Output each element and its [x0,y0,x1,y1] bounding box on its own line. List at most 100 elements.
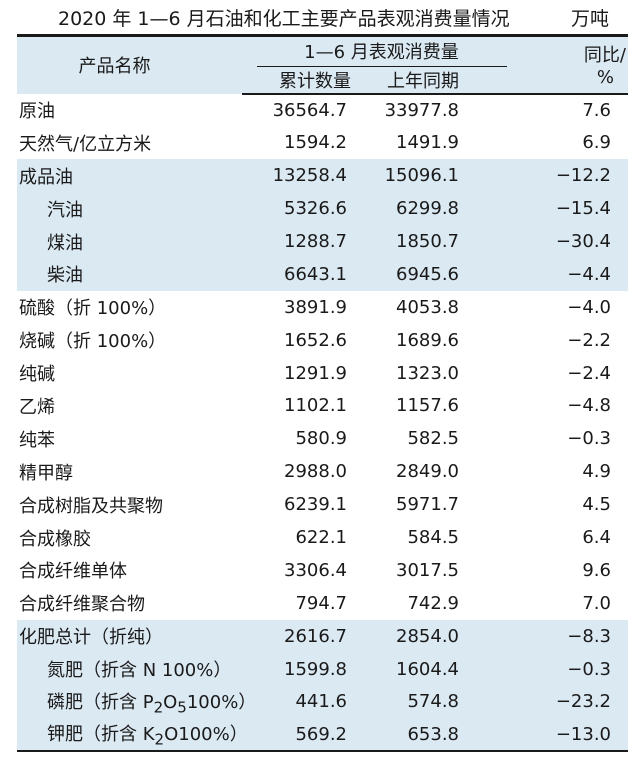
row-cumulative: 1288.7 [242,225,363,258]
row-yoy: −23.2 [521,685,628,719]
row-yoy: −13.0 [521,718,628,753]
row-last-year: 2849.0 [396,461,459,483]
header-product-name: 产品名称 [17,34,242,94]
row-last-year: 582.5 [407,428,459,450]
row-last-year: 1323.0 [396,362,459,384]
table-row: 天然气/亿立方米 1594.2 1491.9 6.9 [17,126,628,159]
row-name: 乙烯 [19,396,55,418]
row-cumulative: 580.9 [295,428,347,450]
row-yoy: −12.2 [521,159,628,193]
row-name: 纯碱 [19,364,55,386]
row-last-year: 6945.6 [363,257,521,291]
row-cumulative: 3891.9 [284,296,347,318]
consumption-table: 产品名称 1—6 月表观消费量 同比/ 累计数量 上年同期 % 原油 36564… [17,34,628,753]
row-name-subscript: 2 [153,698,164,717]
row-last-year: 15096.1 [363,159,521,193]
row-name: 汽油 [17,192,242,226]
row-last-year: 5971.7 [396,494,459,516]
row-name-part: 100%） [186,691,257,713]
row-name: 合成橡胶 [19,528,91,550]
row-last-year: 33977.8 [384,99,459,121]
row-cumulative: 2988.0 [284,461,347,483]
table-row: 乙烯 1102.1 1157.6 −4.8 [17,390,628,423]
table-row: 成品油 13258.4 15096.1 −12.2 [17,159,628,193]
row-cumulative: 622.1 [295,527,347,549]
row-name: 氮肥（折含 N 100%） [17,652,242,686]
row-name: 煤油 [17,225,242,258]
row-yoy: 4.9 [582,461,611,483]
row-name: 钾肥（折含 K2O100%） [17,718,248,753]
row-yoy: 7.6 [582,99,611,121]
table-row: 磷肥（折含 P2O5100%） 441.6 574.8 −23.2 [17,685,628,719]
row-last-year: 3017.5 [396,559,459,581]
table-row: 合成纤维单体 3306.4 3017.5 9.6 [17,554,628,587]
row-name: 天然气/亿立方米 [19,133,152,155]
header-yoy-line2: % [521,66,628,95]
row-yoy: −4.8 [567,395,611,417]
table-row: 合成纤维聚合物 794.7 742.9 7.0 [17,587,628,620]
row-cumulative: 1102.1 [284,395,347,417]
row-yoy: 4.5 [582,494,611,516]
table-row: 精甲醇 2988.0 2849.0 4.9 [17,455,628,488]
row-name: 化肥总计（折纯） [17,619,242,653]
row-cumulative: 1652.6 [284,329,347,351]
table-row: 纯碱 1291.9 1323.0 −2.4 [17,357,628,390]
row-last-year: 1604.4 [363,652,521,686]
header-group-label: 1—6 月表观消费量 [256,38,507,67]
row-name: 合成纤维聚合物 [19,594,145,616]
row-yoy: −4.4 [521,257,628,291]
table-row: 汽油 5326.6 6299.8 −15.4 [17,192,628,226]
row-last-year: 742.9 [407,592,459,614]
row-yoy: −2.4 [567,362,611,384]
row-name: 合成树脂及共聚物 [19,495,163,517]
row-name-part: O100%） [164,724,248,746]
row-cumulative: 1291.9 [284,362,347,384]
table-row: 钾肥（折含 K2O100%） 569.2 653.8 −13.0 [17,718,628,753]
row-cumulative: 6239.1 [284,494,347,516]
row-name-part: O [163,691,178,713]
row-last-year: 574.8 [363,685,521,719]
row-yoy: 6.9 [582,132,611,154]
table-row: 煤油 1288.7 1850.7 −30.4 [17,225,628,258]
row-last-year: 2854.0 [363,619,521,653]
row-name-subscript: 2 [154,730,165,749]
row-name-part: 磷肥（折含 P [47,691,154,713]
row-name: 纯苯 [19,429,55,451]
row-name: 原油 [19,100,55,122]
row-yoy: −30.4 [521,225,628,258]
row-cumulative: 569.2 [242,718,363,753]
row-cumulative: 1599.8 [242,652,363,686]
row-yoy: −15.4 [521,192,628,226]
row-yoy: −0.3 [521,652,628,686]
row-yoy: −4.0 [567,296,611,318]
row-name: 磷肥（折含 P2O5100%） [17,685,256,719]
row-yoy: −0.3 [567,428,611,450]
row-name-subscript: 5 [177,698,187,717]
table-title: 2020 年 1—6 月石油和化工主要产品表观消费量情况 万吨 [0,6,644,32]
table-row: 纯苯 580.9 582.5 −0.3 [17,422,628,455]
table-row: 合成橡胶 622.1 584.5 6.4 [17,521,628,554]
row-last-year: 653.8 [363,718,521,753]
header-cumulative: 累计数量 [242,66,363,95]
row-name: 硫酸（折 100%） [19,298,167,320]
row-name: 成品油 [17,159,242,193]
table-row: 合成树脂及共聚物 6239.1 5971.7 4.5 [17,488,628,521]
row-name-part: 钾肥（折含 K [47,724,155,746]
row-cumulative: 13258.4 [242,159,363,193]
table-row: 化肥总计（折纯） 2616.7 2854.0 −8.3 [17,619,628,653]
row-last-year: 6299.8 [363,192,521,226]
row-name: 柴油 [17,257,242,291]
table-row: 柴油 6643.1 6945.6 −4.4 [17,257,628,291]
row-cumulative: 5326.6 [242,192,363,226]
row-last-year: 1157.6 [396,395,459,417]
row-last-year: 4053.8 [396,296,459,318]
row-yoy: 6.4 [582,527,611,549]
row-last-year: 1689.6 [396,329,459,351]
row-cumulative: 441.6 [242,685,363,719]
table-unit: 万吨 [571,8,610,30]
row-yoy: 7.0 [582,592,611,614]
row-last-year: 1491.9 [396,132,459,154]
row-yoy: −2.2 [567,329,611,351]
row-name: 合成纤维单体 [19,561,127,583]
row-cumulative: 6643.1 [242,257,363,291]
